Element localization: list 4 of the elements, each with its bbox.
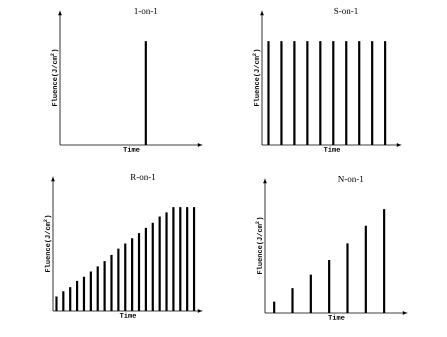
chart-title: S-on-1 — [334, 8, 358, 14]
chart-title: N-on-1 — [338, 176, 364, 182]
chart-title: 1-on-1 — [134, 8, 158, 14]
chart-title: R-on-1 — [130, 174, 156, 180]
